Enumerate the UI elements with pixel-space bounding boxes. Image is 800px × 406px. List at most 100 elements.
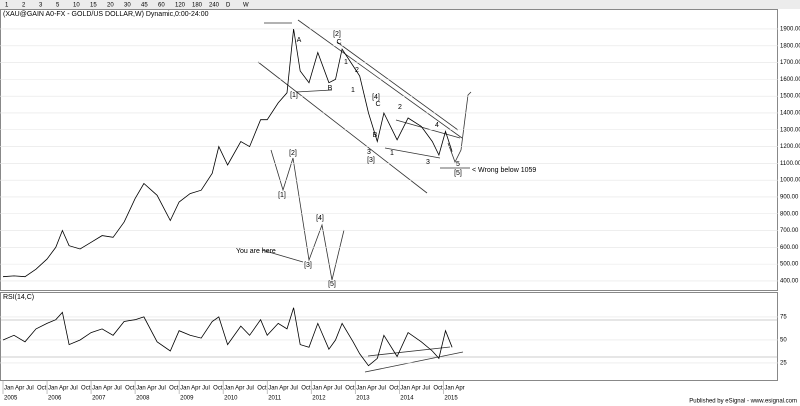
x-month-label: Apr <box>235 386 244 392</box>
wave-label: [3] <box>367 157 375 164</box>
y-tick-label: 1400.00 <box>780 111 800 117</box>
toolbar-button: 10 <box>73 3 80 9</box>
x-month-label: Apr <box>103 386 112 392</box>
x-month-label: Apr <box>367 386 376 392</box>
x-month-label: Oct <box>257 386 267 392</box>
wave-label: 4 <box>435 122 439 129</box>
toolbar-button: 15 <box>90 3 97 9</box>
rsi-title: RSI(14,C) <box>3 294 34 301</box>
x-year-label: 2007 <box>92 396 106 402</box>
toolbar-button: 180 <box>192 3 203 9</box>
x-month-label: Apr <box>411 386 420 392</box>
x-month-label: Jul <box>422 386 430 392</box>
x-month-label: Oct <box>213 386 223 392</box>
x-month-label: Jan <box>444 386 454 392</box>
wave-label: [1] <box>278 192 286 199</box>
wave-label: C <box>375 101 380 108</box>
toolbar-button: 240 <box>209 3 220 9</box>
toolbar-button: W <box>243 3 249 9</box>
x-month-label: Jul <box>334 386 342 392</box>
footer: Published by eSignal - www.esignal.com <box>689 399 797 405</box>
price-panel <box>0 9 778 291</box>
x-month-label: Jan <box>180 386 190 392</box>
x-month-label: Jan <box>400 386 410 392</box>
x-year-label: 2015 <box>444 396 458 402</box>
y-tick-label: 1100.00 <box>780 161 800 167</box>
y-tick-label: 1700.00 <box>780 60 800 66</box>
y-tick-label: 700.00 <box>780 228 799 234</box>
x-month-label: Jul <box>246 386 254 392</box>
series-line <box>2 28 453 278</box>
x-month-label: Jul <box>26 386 34 392</box>
x-month-label: Oct <box>345 386 355 392</box>
x-month-label: Apr <box>323 386 332 392</box>
x-year-label: 2012 <box>312 396 326 402</box>
wave-label: [4] <box>372 94 380 101</box>
chart-title: (XAU@GAIN A0-FX - GOLD/US DOLLAR,W) Dyna… <box>3 11 209 18</box>
toolbar-button: D <box>226 3 231 9</box>
wave-label: B <box>328 85 333 92</box>
x-month-label: Jan <box>48 386 58 392</box>
x-month-label: Jan <box>92 386 102 392</box>
toolbar-button: 5 <box>56 3 60 9</box>
y-tick-label: 500.00 <box>780 262 799 268</box>
wave-label: 5 <box>456 161 460 168</box>
x-month-label: Jul <box>70 386 78 392</box>
wave-label: [2] <box>333 31 341 38</box>
x-month-label: Jul <box>158 386 166 392</box>
x-month-label: Apr <box>147 386 156 392</box>
wave-label: [3] <box>304 262 312 269</box>
toolbar-button: 20 <box>107 3 114 9</box>
wave-label: [5] <box>454 170 462 177</box>
toolbar-button: 1 <box>5 3 9 9</box>
y-tick-label: 900.00 <box>780 195 799 201</box>
x-month-label: Jul <box>378 386 386 392</box>
wave-label: 2 <box>355 67 359 74</box>
wave-label: 1 <box>344 59 348 66</box>
x-month-label: Apr <box>191 386 200 392</box>
wave-label: 3 <box>426 159 430 166</box>
x-year-label: 2011 <box>268 396 282 402</box>
wave-label: B <box>373 132 378 139</box>
trendlines <box>0 19 778 373</box>
x-month-label: Jan <box>136 386 146 392</box>
wave-label: A <box>297 37 302 44</box>
y-tick-label: 75 <box>780 315 787 321</box>
wave-label: [4] <box>316 215 324 222</box>
y-tick-label: 1300.00 <box>780 127 800 133</box>
rsi-panel <box>0 292 778 381</box>
wave-label: 3 <box>367 149 371 156</box>
x-month-label: Jan <box>4 386 14 392</box>
wave-label: < Wrong below 1059 <box>472 167 536 174</box>
x-month-label: Oct <box>125 386 135 392</box>
y-tick-label: 25 <box>780 361 787 367</box>
y-tick-label: 600.00 <box>780 245 799 251</box>
toolbar-button: 60 <box>158 3 165 9</box>
toolbar-button: 30 <box>124 3 131 9</box>
wave-label: You are here <box>236 248 276 255</box>
x-month-label: Jul <box>290 386 298 392</box>
wave-label: [1] <box>290 92 298 99</box>
x-month-label: Oct <box>81 386 91 392</box>
toolbar-button: 2 <box>22 3 26 9</box>
x-month-label: Apr <box>455 386 464 392</box>
x-year-label: 2005 <box>4 396 18 402</box>
x-month-label: Apr <box>59 386 68 392</box>
x-year-label: 2006 <box>48 396 62 402</box>
x-month-label: Apr <box>15 386 24 392</box>
wave-label: 1 <box>390 150 394 157</box>
y-tick-label: 1600.00 <box>780 77 800 83</box>
toolbar-button: 45 <box>141 3 148 9</box>
x-month-label: Jul <box>114 386 122 392</box>
x-month-label: Apr <box>279 386 288 392</box>
y-tick-label: 1200.00 <box>780 144 800 150</box>
y-tick-label: 400.00 <box>780 279 799 285</box>
x-month-label: Jan <box>224 386 234 392</box>
x-year-label: 2008 <box>136 396 150 402</box>
x-month-label: Jan <box>312 386 322 392</box>
y-tick-label: 1900.00 <box>780 27 800 33</box>
x-year-label: 2014 <box>400 396 414 402</box>
wave-label: 1 <box>351 87 355 94</box>
y-tick-label: 1500.00 <box>780 94 800 100</box>
